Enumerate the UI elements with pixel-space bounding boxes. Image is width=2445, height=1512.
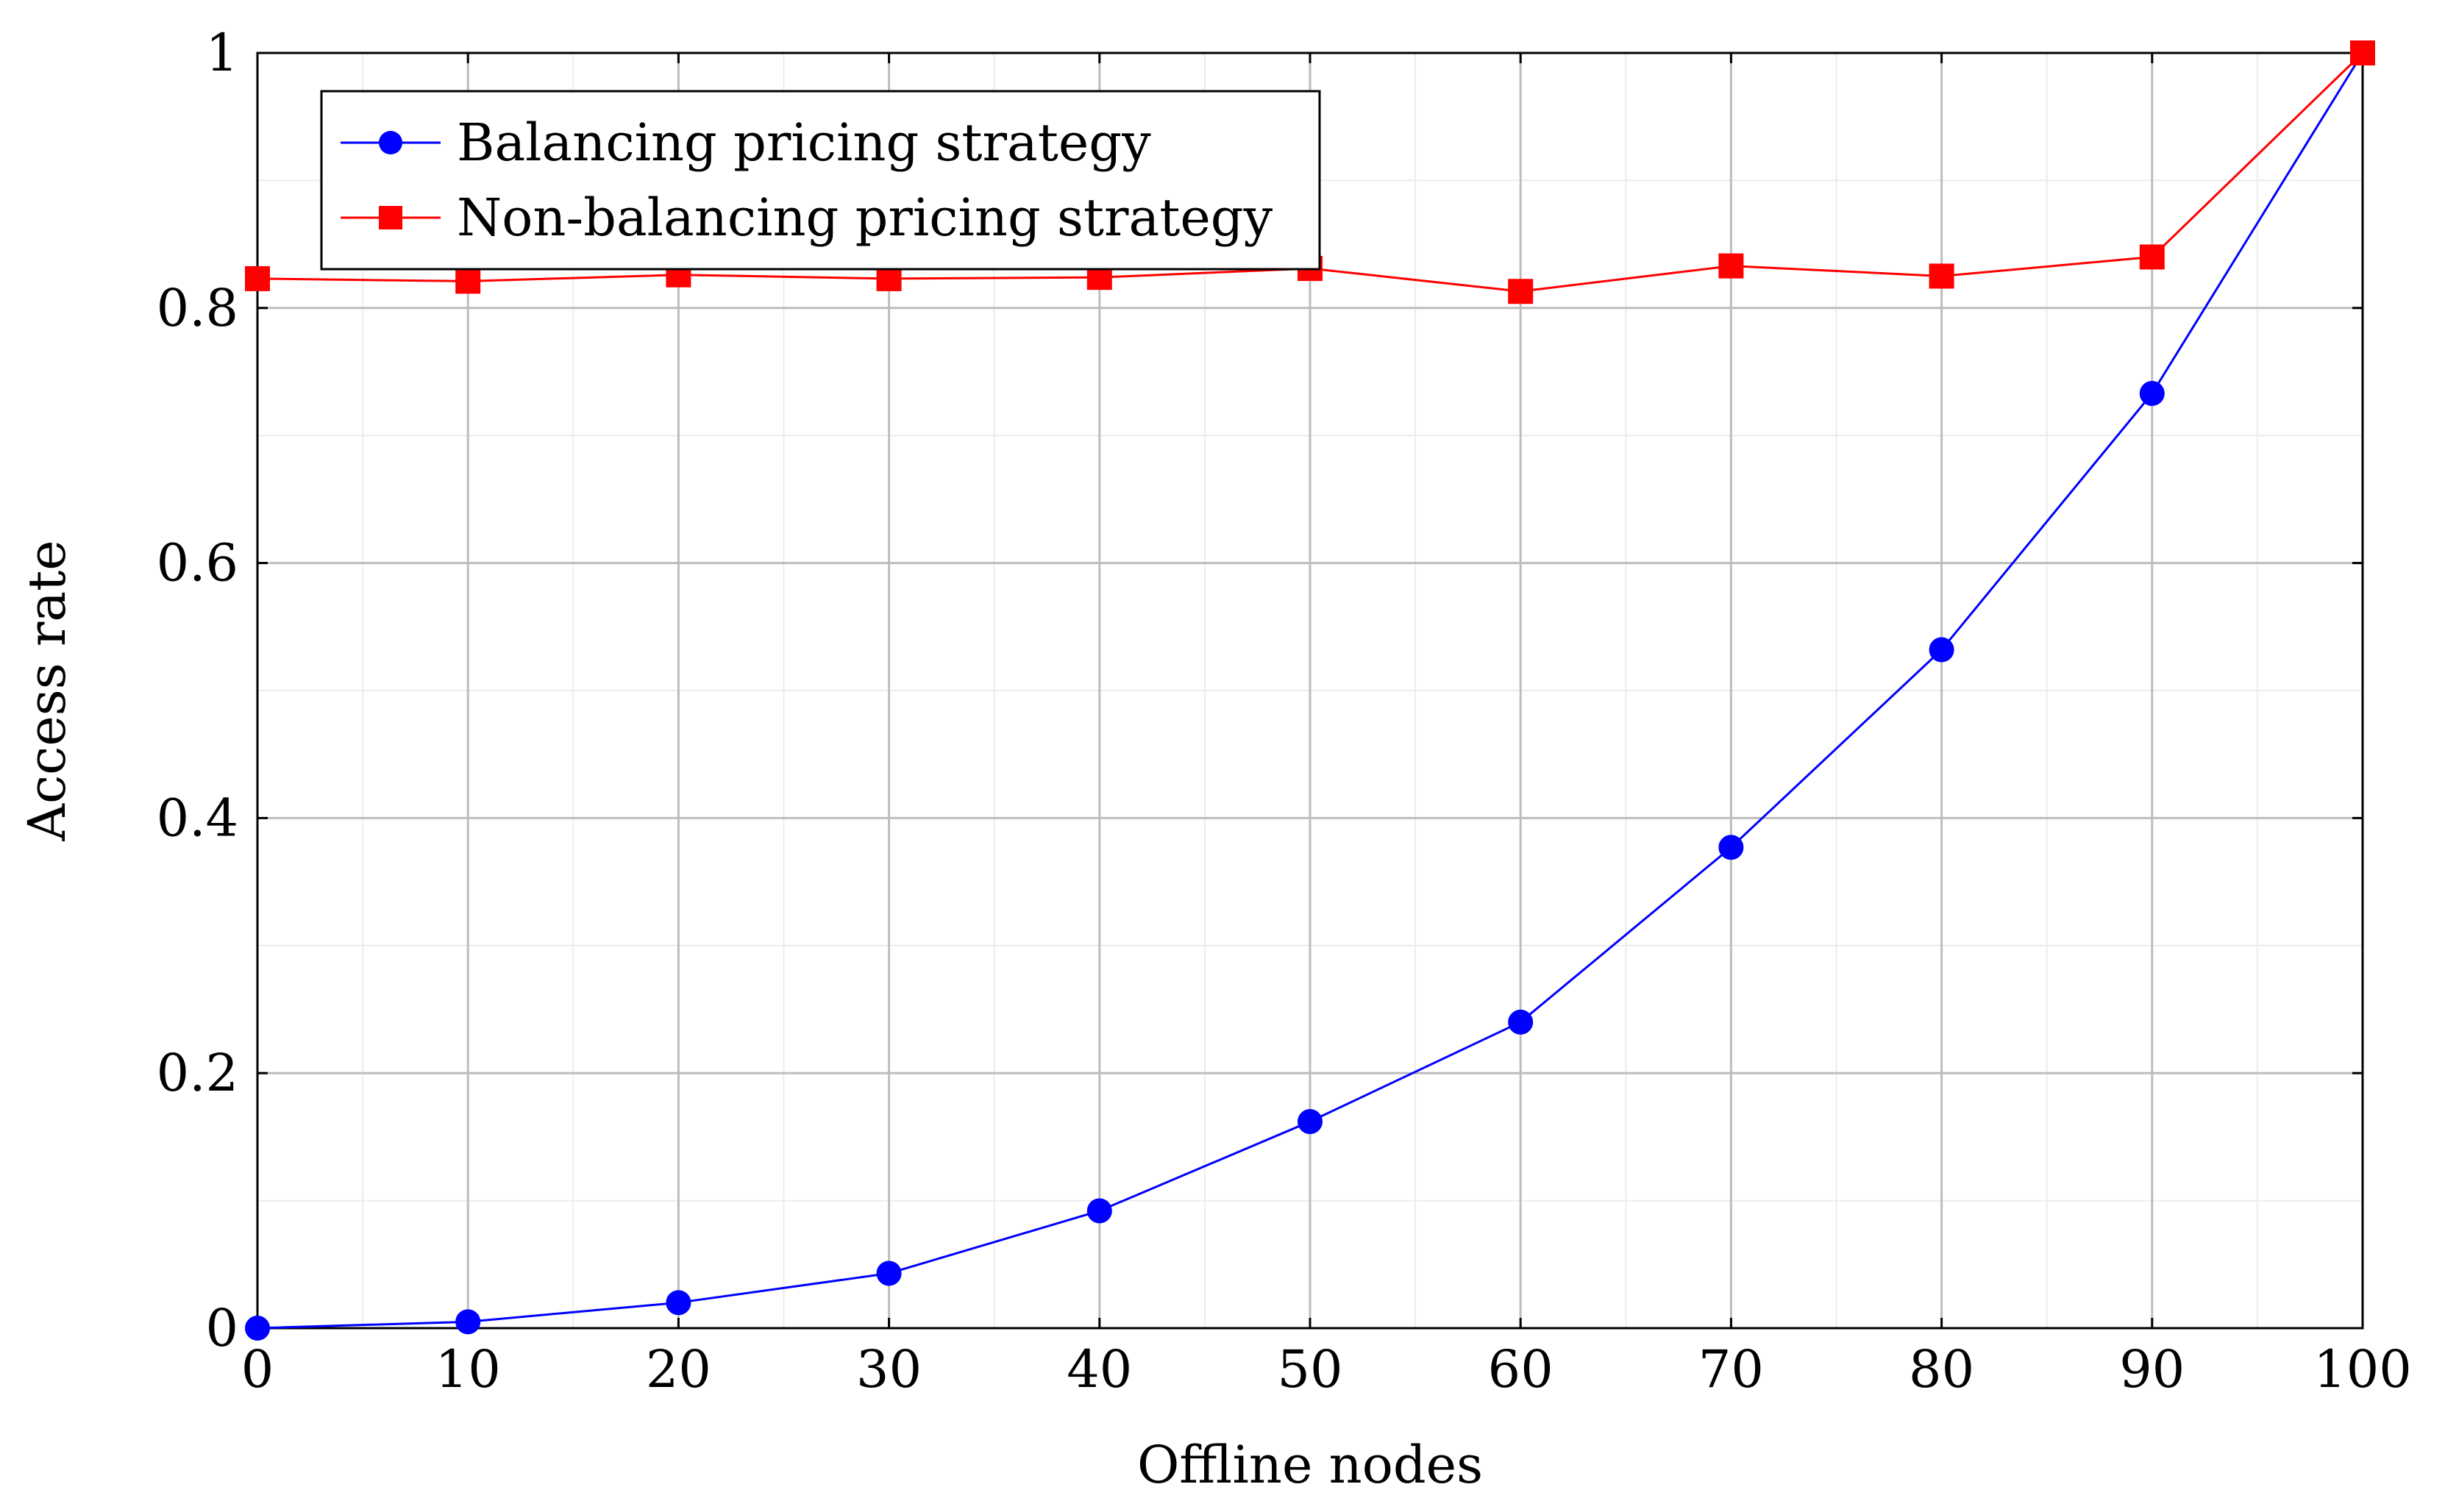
data-point [876,265,902,291]
legend-label: Balancing pricing strategy [457,113,1151,173]
x-tick-label: 60 [1488,1339,1554,1399]
legend-box [320,90,1321,271]
y-tick-label: 0 [205,1298,238,1358]
data-point [876,1260,902,1286]
x-tick-label: 20 [646,1339,711,1399]
y-tick-label: 0.4 [157,788,238,848]
legend-item: Non-balancing pricing strategy [341,188,1273,248]
data-point [1929,263,1954,289]
data-point [455,268,481,294]
data-point [1508,1009,1534,1035]
legend-label: Non-balancing pricing strategy [457,188,1273,248]
y-tick-label: 1 [205,23,238,83]
data-point [2350,40,2375,65]
x-axis-ticks: 0 10 20 30 40 50 60 70 80 90 100 [241,53,2412,1399]
series-layer [245,40,2375,1341]
y-tick-label: 0.8 [157,278,238,338]
data-point [1508,279,1534,304]
data-point [245,265,270,291]
x-tick-label: 30 [856,1339,922,1399]
legend-items: Balancing pricing strategy Non-balancing … [341,113,1273,248]
x-tick-label: 50 [1277,1339,1342,1399]
legend-marker [379,206,402,229]
x-tick-label: 10 [435,1339,501,1399]
legend-item: Balancing pricing strategy [341,113,1151,173]
x-tick-label: 80 [1909,1339,1974,1399]
x-tick-label: 0 [241,1339,274,1399]
data-point [455,1309,481,1335]
data-point [2139,380,2165,406]
data-point [1929,637,1954,663]
legend: Balancing pricing strategy Non-balancing … [320,90,1321,271]
legend-marker [379,131,402,154]
data-point [2139,244,2165,270]
x-tick-label: 40 [1067,1339,1132,1399]
y-axis-ticks: 0 0.2 0.4 0.6 0.8 1 [157,23,2363,1358]
data-point [1718,253,1744,279]
x-tick-label: 100 [2313,1339,2412,1399]
y-tick-label: 0.2 [157,1043,238,1103]
x-tick-label: 90 [2119,1339,2185,1399]
y-axis-label: Access rate [17,540,77,841]
data-point [1086,1198,1112,1224]
data-point [1718,835,1744,860]
series-1 [245,40,2375,1341]
x-tick-label: 70 [1698,1339,1764,1399]
data-point [666,1290,691,1316]
y-tick-label: 0.6 [157,533,238,593]
x-axis-label: Offline nodes [1137,1435,1483,1495]
data-point [1298,1109,1323,1135]
data-point [245,1316,270,1341]
